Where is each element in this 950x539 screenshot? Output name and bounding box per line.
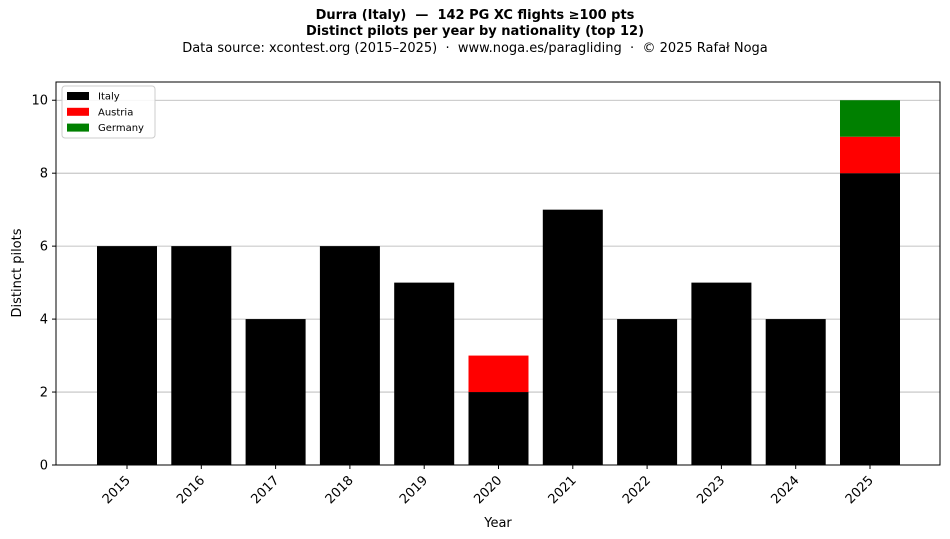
y-tick-label: 0 — [40, 459, 48, 474]
bar-2023-italy — [691, 282, 752, 465]
legend-label-italy: Italy — [98, 92, 120, 103]
bar-2018-italy — [319, 246, 380, 465]
chart-subtitle: Data source: xcontest.org (2015–2025) · … — [182, 41, 768, 56]
bar-2019-italy — [394, 282, 455, 465]
x-tick-label: 2018 — [323, 473, 357, 507]
bar-2025-austria — [840, 136, 900, 174]
legend-swatch-italy — [67, 92, 89, 100]
bar-2025-italy — [840, 173, 900, 465]
legend-swatch-germany — [67, 123, 89, 132]
chart-title-block: Durra (Italy) — 142 PG XC flights ≥100 p… — [0, 8, 950, 57]
bar-2020-austria — [468, 355, 529, 393]
bar-2025-germany — [840, 100, 900, 137]
y-tick-label: 10 — [31, 94, 48, 109]
y-axis-label: Distinct pilots — [10, 228, 25, 317]
chart-title: Durra (Italy) — 142 PG XC flights ≥100 p… — [315, 8, 635, 23]
y-tick-label: 8 — [40, 167, 48, 182]
bar-2015-italy — [97, 246, 157, 465]
x-tick-label: 2020 — [471, 473, 505, 507]
bar-2020-italy — [468, 392, 529, 465]
x-tick-label: 2021 — [546, 473, 580, 507]
y-tick-label: 2 — [40, 386, 48, 401]
legend-swatch-austria — [67, 107, 89, 116]
x-tick-label: 2022 — [620, 473, 654, 507]
x-tick-label: 2023 — [694, 473, 728, 507]
bar-2017-italy — [245, 319, 306, 465]
x-axis-ticks: 2015 2016 2017 2018 2019 2020 2021 2022 2023 2024… — [100, 465, 877, 507]
legend: Italy Austria Germany — [61, 85, 156, 139]
y-tick-label: 4 — [40, 313, 48, 328]
x-tick-label: 2019 — [397, 473, 431, 507]
legend-label-germany: Germany — [98, 123, 144, 134]
x-tick-label: 2025 — [843, 473, 877, 507]
x-tick-label: 2017 — [248, 473, 282, 507]
y-axis-ticks: 0 2 4 6 8 10 — [31, 94, 56, 474]
bar-2016-italy — [171, 246, 232, 465]
x-tick-label: 2024 — [769, 473, 803, 507]
x-tick-label: 2016 — [174, 473, 208, 507]
x-axis-label: Year — [483, 516, 512, 531]
bars — [97, 100, 900, 465]
x-tick-label: 2015 — [100, 473, 134, 507]
bar-2022-italy — [617, 319, 678, 465]
legend-label-austria: Austria — [98, 107, 133, 118]
bar-2021-italy — [542, 209, 603, 465]
chart-title-secondary: Distinct pilots per year by nationality … — [305, 24, 645, 39]
y-tick-label: 6 — [40, 240, 48, 255]
bar-2024-italy — [765, 319, 826, 465]
